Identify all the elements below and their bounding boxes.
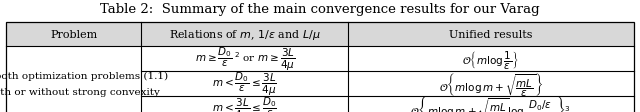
- Text: Relations of $m$, $1/\epsilon$ and $L/\mu$: Relations of $m$, $1/\epsilon$ and $L/\m…: [169, 28, 321, 42]
- Text: $m \geq \dfrac{D_0}{\epsilon}^{\ 2}$ or $m \geq \dfrac{3L}{4\mu}$: $m \geq \dfrac{D_0}{\epsilon}^{\ 2}$ or …: [195, 46, 295, 73]
- Text: Table 2:  Summary of the main convergence results for our Varag: Table 2: Summary of the main convergence…: [100, 3, 540, 16]
- Bar: [6, 22, 634, 112]
- Text: with or without strong convexity: with or without strong convexity: [0, 87, 160, 96]
- Text: $\mathcal{O}\left\{m \log m + \sqrt{\dfrac{mL}{\mu}} \log \dfrac{D_0/\epsilon}{3: $\mathcal{O}\left\{m \log m + \sqrt{\dfr…: [410, 93, 572, 112]
- Text: $m < \dfrac{D_0}{\epsilon} \leq \dfrac{3L}{4\mu}$: $m < \dfrac{D_0}{\epsilon} \leq \dfrac{3…: [212, 71, 277, 97]
- Text: $\mathcal{O}\left\{m \log m + \sqrt{\dfrac{mL}{\epsilon}}\right\}$: $\mathcal{O}\left\{m \log m + \sqrt{\dfr…: [439, 70, 543, 98]
- Text: Unified results: Unified results: [449, 30, 532, 40]
- Text: $\mathcal{O}\left\{m \log \dfrac{1}{\epsilon}\right\}$: $\mathcal{O}\left\{m \log \dfrac{1}{\eps…: [463, 48, 520, 70]
- Text: smooth optimization problems (1.1): smooth optimization problems (1.1): [0, 72, 168, 81]
- Text: Problem: Problem: [50, 30, 97, 40]
- Text: $m < \dfrac{3L}{4\mu} \leq \dfrac{D_0}{\epsilon}$: $m < \dfrac{3L}{4\mu} \leq \dfrac{D_0}{\…: [212, 95, 277, 112]
- Bar: [6, 22, 634, 47]
